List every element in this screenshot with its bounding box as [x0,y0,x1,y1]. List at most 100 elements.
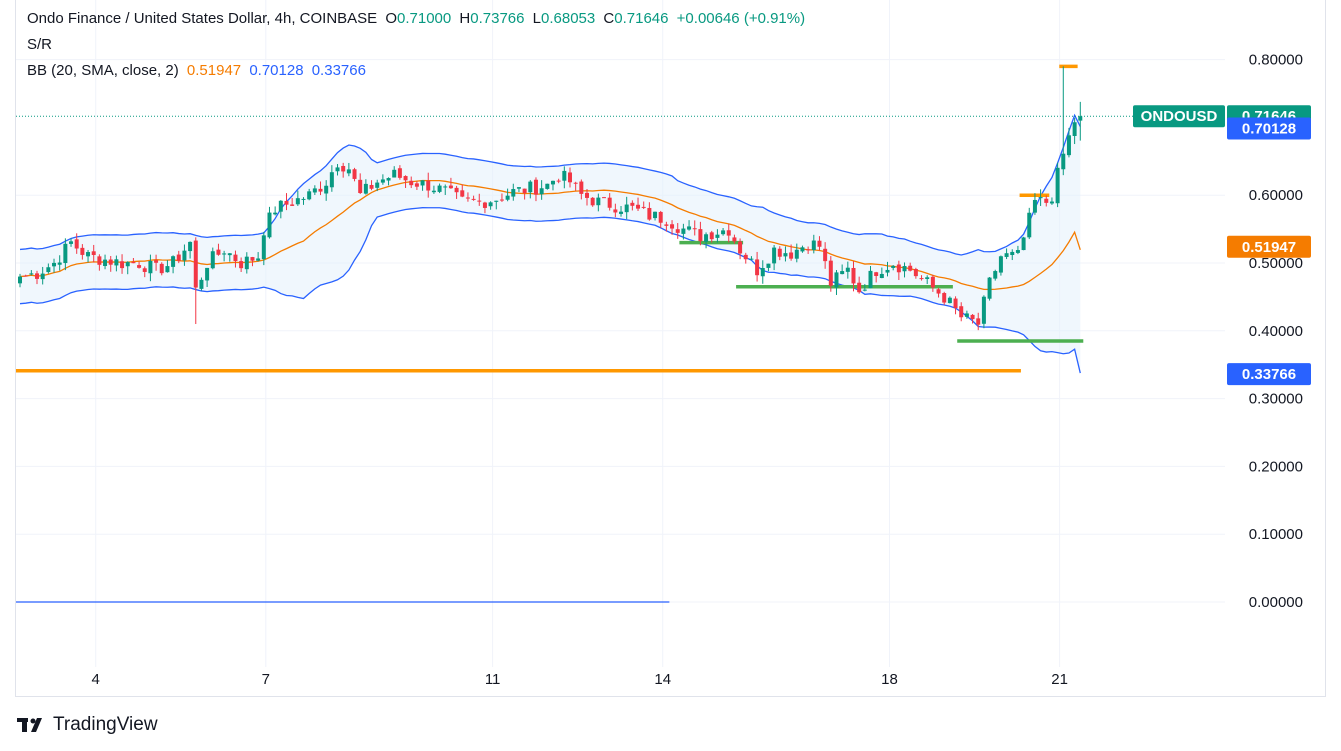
candle-body [987,277,992,299]
tradingview-logo[interactable]: TradingView [17,714,158,736]
candle-body [998,256,1003,273]
candle-body [222,253,227,255]
candle [959,302,964,322]
candle-body [1021,237,1026,251]
x-tick-label: 21 [1051,671,1068,688]
candle [709,230,714,243]
candle [1049,197,1054,205]
candle [613,203,618,218]
candle [233,250,238,268]
candle [913,267,918,279]
candle [448,177,453,189]
candle [1027,207,1032,240]
candle [352,167,357,182]
candle [278,200,283,219]
candle [131,258,136,264]
candle [879,267,884,279]
candle-body [533,179,538,195]
candle [964,310,969,319]
candle-body [159,263,164,274]
candle [1032,193,1037,215]
candle [23,274,28,277]
candle-body [386,178,391,181]
y-tick-label: 0.10000 [1249,526,1303,543]
candle-body [993,271,998,279]
candle-body [477,200,482,202]
candle [465,192,470,202]
candle [341,162,346,178]
candle-body [675,229,680,233]
legend-bb-basis: 0.51947 [186,62,242,79]
legend-symbol-row: Ondo Finance / United States Dollar, 4h,… [27,10,805,27]
candle [335,164,340,176]
candle-body [341,165,346,172]
candle [244,252,249,274]
candle [636,197,641,212]
price-axis: 0.80000 0.60000 0.50000 0.40000 0.30000 0.200… [92,52,1303,688]
candle [1038,189,1043,206]
candle-body [885,269,890,273]
candle [834,269,839,295]
candle [653,211,658,221]
candle-body [1038,197,1043,199]
candle-body [964,313,969,317]
candle-body [261,235,266,260]
candle-body [902,266,907,272]
candle [386,177,391,186]
candle-body [585,192,589,198]
candle-body [653,211,658,219]
candle-body [284,200,289,205]
candle-body [97,256,102,265]
candle [987,277,992,301]
candle [159,262,164,276]
candle-body [91,251,96,256]
candle [1010,249,1015,261]
candle-body [602,197,607,199]
candle [171,255,176,274]
candle-body [664,224,669,226]
candle-body [681,228,686,234]
candle-body [970,314,975,320]
candle [397,165,402,180]
candle-body [426,180,431,191]
candle [908,262,913,272]
candle [363,179,368,195]
candle-body [647,207,652,220]
candle-body [431,190,436,193]
candle [902,262,907,278]
candle [641,201,646,210]
candle [874,271,879,283]
candle-body [29,273,34,275]
legend-high-label: H [459,10,471,27]
legend-bb-lower: 0.33766 [311,62,366,79]
candle-body [930,276,935,288]
legend-sr-row[interactable]: S/R [27,36,52,53]
candle [624,196,629,220]
candle [488,201,493,210]
candle [602,196,607,199]
candle-body [267,212,272,238]
candle-body [698,229,703,242]
candle-body [505,195,510,200]
candle-body [891,265,896,268]
candle [1055,162,1060,208]
candle-body [783,253,788,257]
candle-body [482,202,487,208]
candle [329,165,334,192]
candle [165,260,170,273]
candle [375,179,380,192]
candle-body [216,249,221,255]
candle [556,178,561,184]
candle [188,241,193,259]
candle [414,181,419,190]
legend-bb-row[interactable]: BB (20, SMA, close, 2) 0.51947 0.70128 0… [27,62,366,79]
candle [800,245,805,253]
upper-band-tag-box [1227,117,1311,140]
candle [18,273,22,288]
candle [392,166,397,178]
y-tick-label: 0.80000 [1249,52,1303,69]
candle-body [18,276,22,284]
upper-band-tag-text: 0.70128 [1242,121,1296,138]
